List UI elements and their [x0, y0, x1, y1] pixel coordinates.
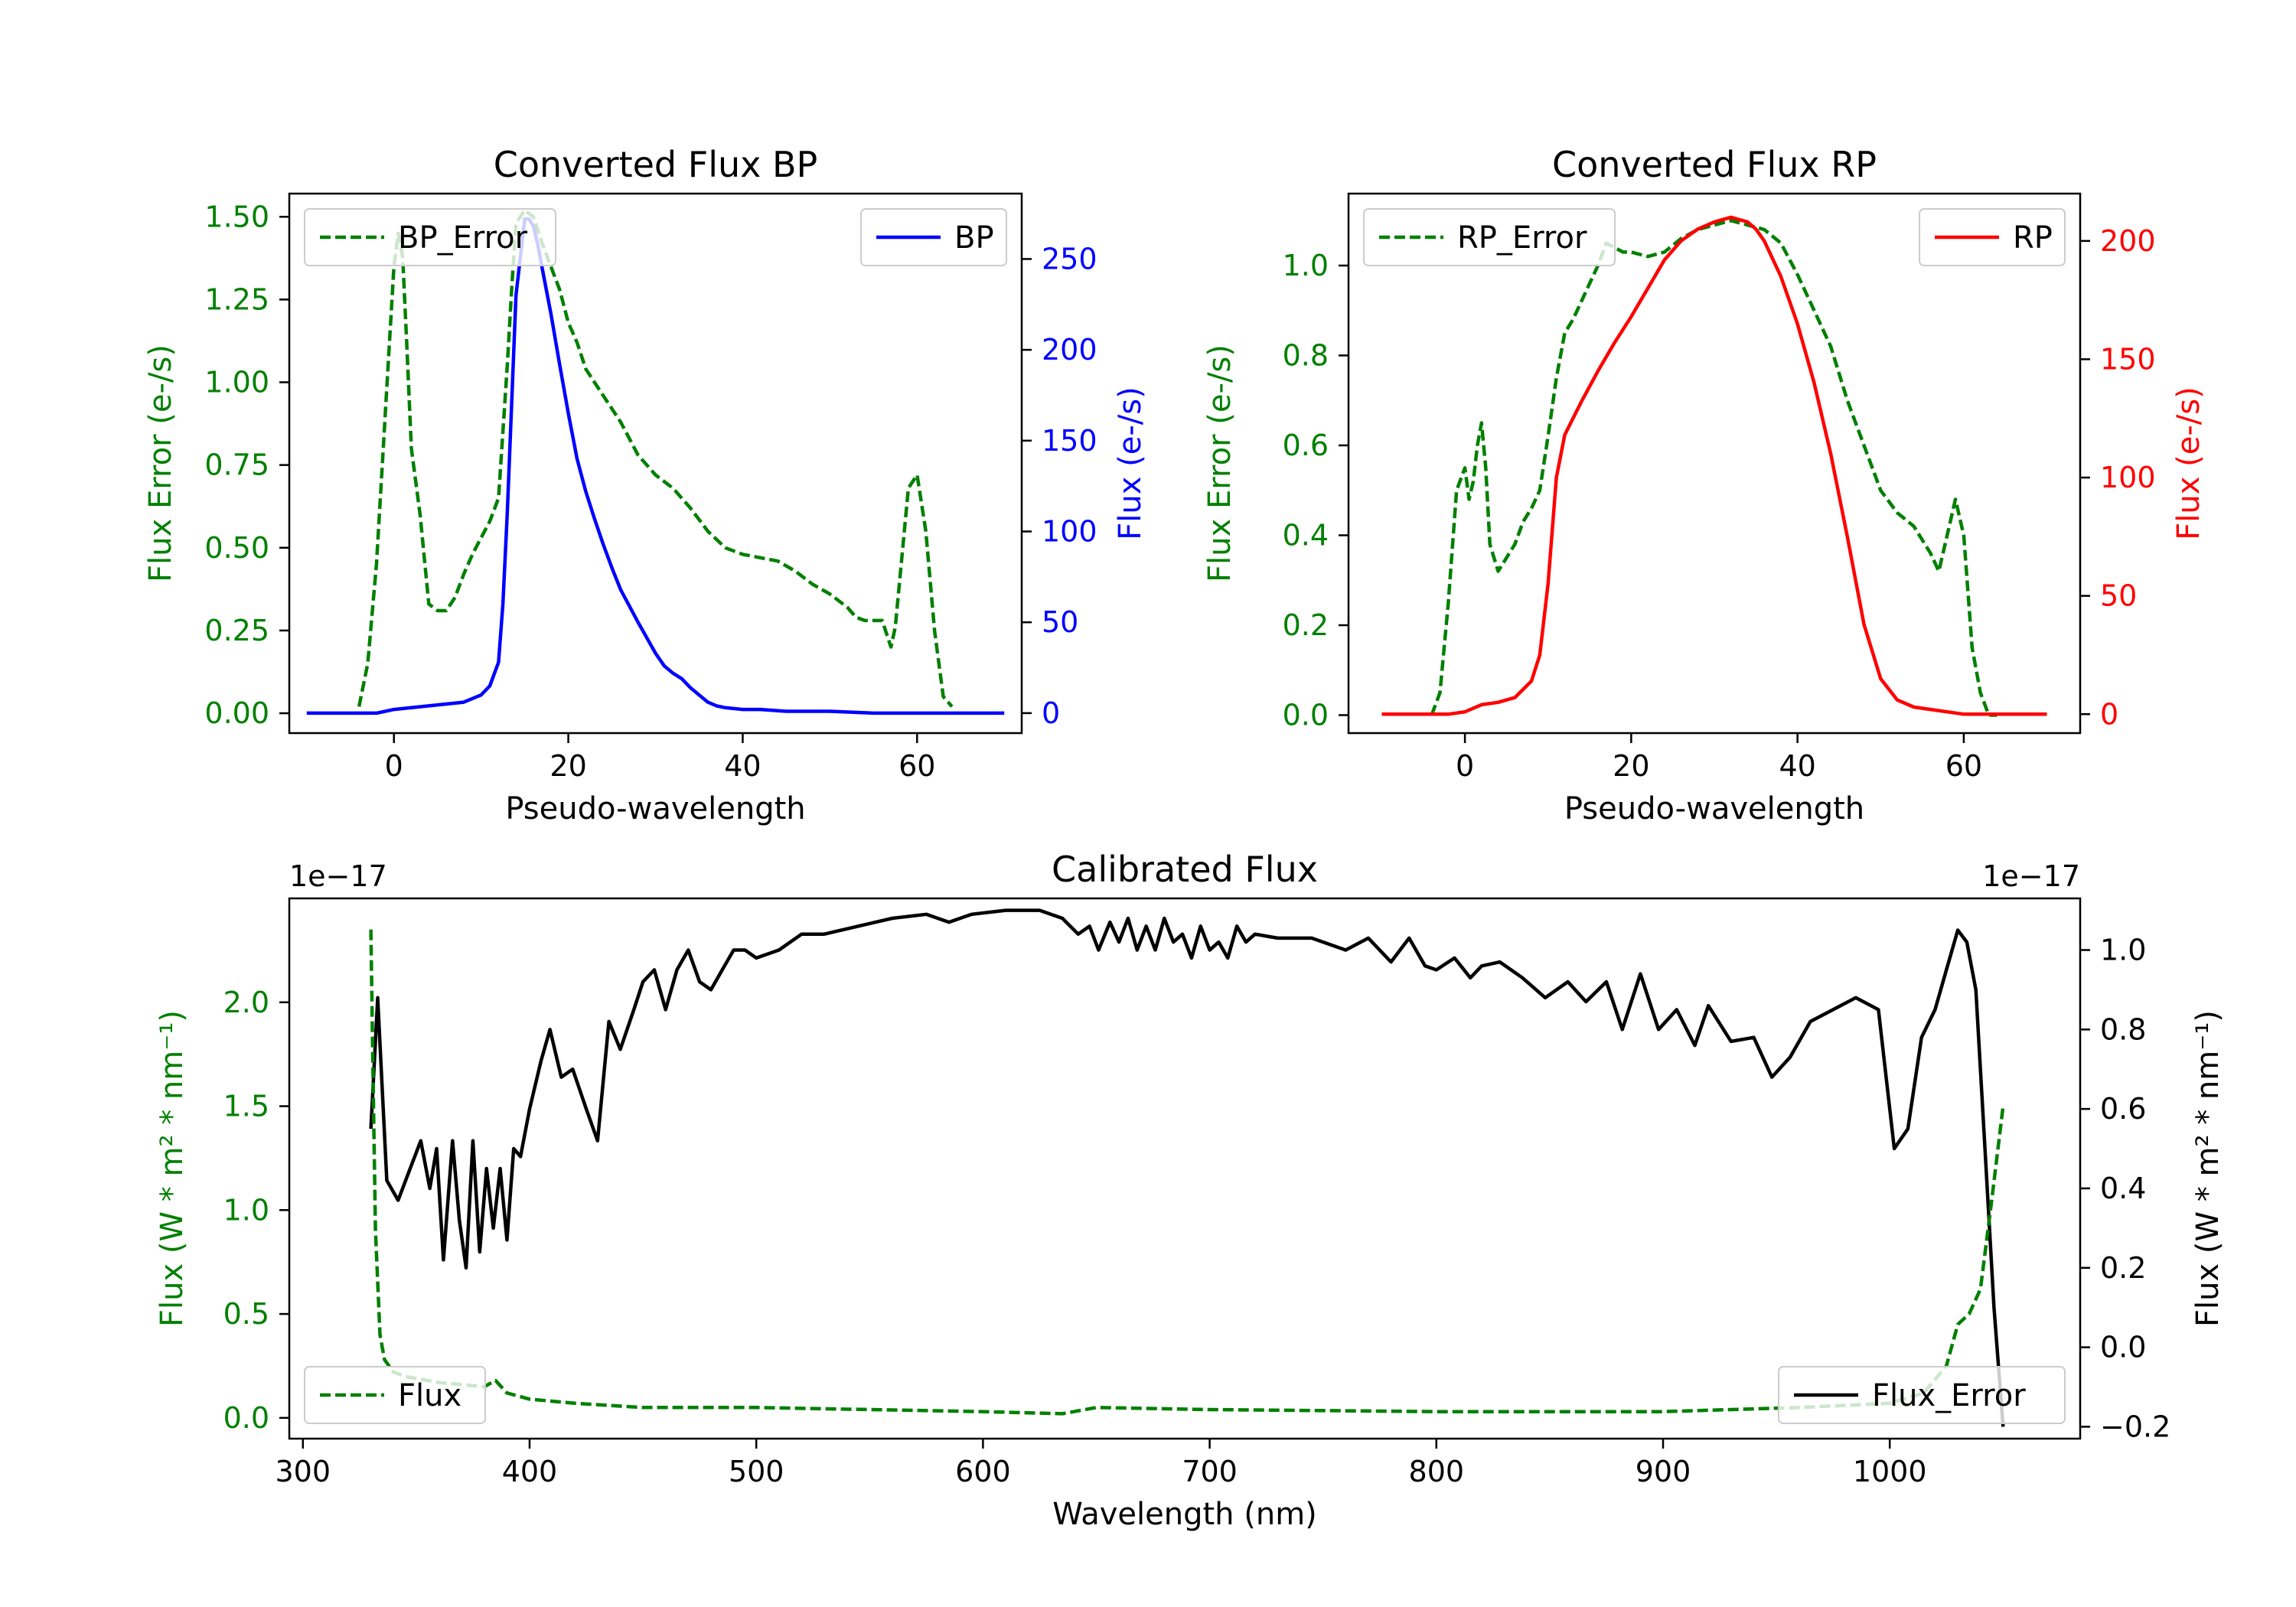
rp-xtick-label: 20 — [1613, 749, 1649, 783]
bp-ytick-left-label: 1.00 — [204, 366, 269, 399]
rp-legend-left-label: RP_Error — [1457, 220, 1587, 256]
rp-ylabel-left: Flux Error (e-/s) — [1202, 344, 1238, 582]
bp-ytick-right-label: 150 — [1042, 424, 1097, 458]
bp-ytick-right-label: 0 — [1042, 696, 1060, 730]
bp-xtick-label: 60 — [899, 749, 935, 783]
bp-ytick-left-label: 1.25 — [204, 282, 269, 316]
rp-ytick-right-label: 150 — [2100, 342, 2156, 376]
rp-ytick-right-label: 100 — [2100, 461, 2156, 494]
calibrated-legend-right: Flux_Error — [1778, 1366, 2066, 1424]
rp-ylabel-right: Flux (e-/s) — [2171, 386, 2206, 539]
rp-ytick-left-label: 0.8 — [1283, 339, 1329, 373]
bp-xtick-label: 40 — [724, 749, 761, 783]
rp-xtick-label: 40 — [1779, 749, 1815, 783]
bp-xlabel: Pseudo-wavelength — [505, 791, 805, 826]
bp-ytick-right-label: 100 — [1042, 515, 1097, 549]
rp-panel: 0 20 40 60 0.0 0.2 0.4 0.6 0.8 1.0 0 50 100 150 200 Con… — [1202, 144, 2206, 826]
rp-ytick-left-label: 0.0 — [1283, 699, 1329, 732]
bp-ytick-right-label: 50 — [1042, 605, 1078, 639]
bp-legend-left: BP_Error — [304, 208, 556, 266]
calibrated-ylabel-right: Flux (W * m² * nm⁻¹) — [2190, 1010, 2226, 1327]
calibrated-offset-left: 1e−17 — [289, 859, 387, 893]
rp-ytick-left-label: 0.2 — [1283, 608, 1329, 642]
calibrated-ylabel-left: Flux (W * m² * nm⁻¹) — [155, 1010, 190, 1327]
bp-ytick-left-label: 0.50 — [204, 531, 269, 565]
calibrated-xlabel: Wavelength (nm) — [1052, 1497, 1317, 1532]
rp-title: Converted Flux RP — [1552, 144, 1877, 185]
calibrated-ytick-right-label: 0.8 — [2100, 1012, 2146, 1046]
calibrated-offset-right: 1e−17 — [1982, 859, 2080, 893]
bp-series-bp-error — [357, 208, 954, 708]
rp-series-rp — [1381, 215, 2047, 716]
calibrated-ytick-right-label: 0.4 — [2100, 1172, 2146, 1205]
calibrated-xtick-label: 500 — [729, 1455, 784, 1488]
calibrated-ytick-right-label: 1.0 — [2100, 933, 2146, 966]
bp-ytick-left-label: 1.50 — [204, 200, 269, 233]
bp-ytick-right-label: 250 — [1042, 242, 1097, 275]
rp-axes-frame — [1347, 192, 2082, 735]
bp-legend-right: BP — [860, 208, 1007, 266]
calibrated-ytick-left-label: 1.0 — [223, 1193, 269, 1227]
rp-legend-right: RP — [1919, 208, 2066, 266]
rp-xlabel: Pseudo-wavelength — [1564, 791, 1864, 826]
calibrated-xtick-label: 800 — [1409, 1455, 1465, 1488]
calibrated-legend-left-label: Flux — [398, 1378, 461, 1413]
bp-ylabel-right: Flux (e-/s) — [1113, 386, 1148, 539]
calibrated-ytick-left-label: 2.0 — [223, 986, 269, 1019]
calibrated-legend-left: Flux — [304, 1366, 486, 1424]
calibrated-panel: 300 400 500 600 700 800 900 1000 0.0 0.5 1.0 1.5 2.0… — [155, 849, 2226, 1532]
calibrated-legend-right-label: Flux_Error — [1872, 1378, 2026, 1413]
calibrated-series-flux — [369, 908, 2005, 1427]
calibrated-legend-right-box — [1778, 1366, 2066, 1424]
calibrated-legend-left-box — [304, 1366, 486, 1424]
bp-panel: 0 20 40 60 0.00 0.25 0.50 0.75 1.00 1.25 1.50 0 50 10… — [143, 144, 1148, 826]
rp-xtick-label: 0 — [1456, 749, 1474, 783]
rp-ytick-right-label: 0 — [2100, 697, 2118, 731]
bp-series-bp — [306, 217, 1005, 715]
calibrated-ytick-right-label: 0.2 — [2100, 1251, 2146, 1285]
rp-ytick-left-label: 1.0 — [1283, 249, 1329, 282]
rp-legend-left: RP_Error — [1363, 208, 1616, 266]
bp-ytick-left-label: 0.75 — [204, 448, 269, 482]
calibrated-title: Calibrated Flux — [1052, 849, 1318, 890]
calibrated-xtick-label: 600 — [955, 1455, 1011, 1488]
calibrated-xtick-label: 900 — [1636, 1455, 1691, 1488]
rp-legend-right-label: RP — [2013, 220, 2053, 256]
bp-ytick-left-label: 0.00 — [204, 696, 269, 730]
rp-ytick-left-label: 0.6 — [1283, 429, 1329, 462]
bp-legend-left-box — [304, 208, 556, 266]
rp-legend-left-box — [1363, 208, 1616, 266]
bp-legend-right-label: BP — [954, 220, 994, 256]
rp-ytick-right-label: 200 — [2100, 224, 2156, 258]
calibrated-ytick-right-label: 0.0 — [2100, 1331, 2146, 1364]
calibrated-ytick-left-label: 1.5 — [223, 1090, 269, 1123]
calibrated-ytick-right-label: −0.2 — [2100, 1410, 2170, 1443]
bp-axes-frame — [288, 192, 1023, 735]
bp-ytick-right-label: 200 — [1042, 333, 1097, 367]
calibrated-ytick-right-label: 0.6 — [2100, 1092, 2146, 1126]
calibrated-ytick-left-label: 0.5 — [223, 1297, 269, 1331]
bp-xtick-label: 20 — [550, 749, 586, 783]
bp-title: Converted Flux BP — [494, 144, 818, 185]
rp-xtick-label: 60 — [1945, 749, 1982, 783]
calibrated-axes-frame — [288, 897, 2082, 1440]
rp-ytick-right-label: 50 — [2100, 579, 2137, 613]
calibrated-xtick-label: 400 — [502, 1455, 558, 1488]
calibrated-ytick-left-label: 0.0 — [223, 1401, 269, 1435]
rp-ytick-left-label: 0.4 — [1283, 519, 1329, 553]
bp-legend-left-label: BP_Error — [398, 220, 528, 256]
calibrated-xtick-label: 1000 — [1853, 1455, 1927, 1488]
bp-ylabel-left: Flux Error (e-/s) — [143, 344, 178, 582]
calibrated-xtick-label: 700 — [1182, 1455, 1238, 1488]
calibrated-xtick-label: 300 — [276, 1455, 331, 1488]
bp-xtick-label: 0 — [385, 749, 403, 783]
bp-ytick-left-label: 0.25 — [204, 614, 269, 647]
